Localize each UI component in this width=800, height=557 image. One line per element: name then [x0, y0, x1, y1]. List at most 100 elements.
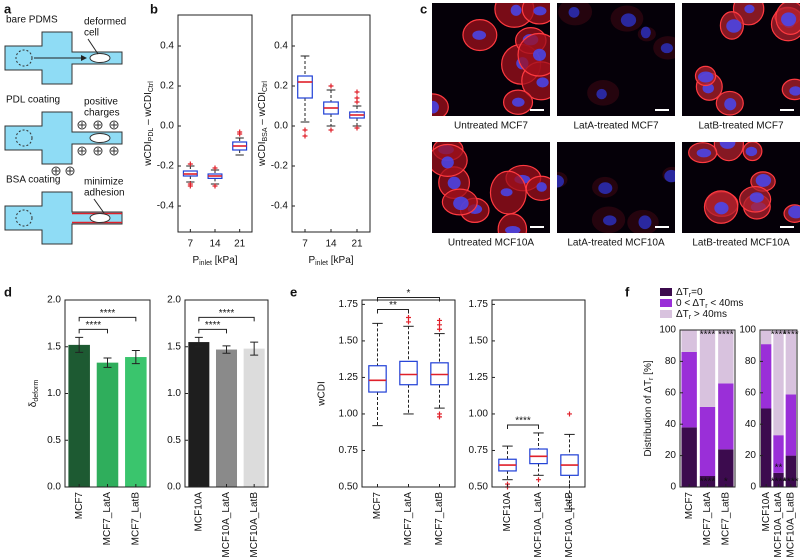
significance-label: ****: [86, 320, 102, 331]
x-tick-label: MCF10A: [502, 492, 513, 532]
bar: [125, 357, 147, 487]
x-tick-label: MCF7_LatB: [434, 492, 445, 546]
significance-label: ****: [718, 330, 734, 341]
legend-swatch: [660, 299, 672, 307]
outlier: [437, 414, 442, 420]
diagram-title: PDL coating: [6, 95, 60, 106]
nucleus: [620, 13, 637, 27]
error-bar: [103, 357, 112, 368]
micrograph: [557, 142, 675, 233]
y-tick-label: -0.2: [157, 161, 175, 172]
error-bar: [75, 336, 84, 353]
y-tick-label: 0.0: [274, 121, 288, 132]
label-part: =0: [691, 287, 703, 298]
nucleus: [533, 6, 547, 16]
y-axis-label: δdeform: [28, 380, 41, 408]
x-tick-label: MCF10A_LatA: [773, 492, 784, 557]
box: [399, 360, 418, 386]
plot-frame: [177, 14, 253, 233]
nucleus: [640, 26, 651, 39]
bar-segment: [773, 472, 784, 487]
y-tick-label: 60: [745, 387, 757, 398]
nucleus: [714, 201, 729, 215]
bar-segment: [681, 330, 697, 352]
diagram-title: BSA coating: [6, 175, 60, 186]
nucleus: [598, 182, 613, 195]
outlier: [406, 315, 411, 321]
legend-swatch: [660, 288, 672, 296]
label-part: r: [648, 377, 655, 380]
y-tick-label: 1.00: [339, 409, 359, 420]
outlier: [187, 183, 193, 189]
y-tick-label: 80: [745, 356, 757, 367]
outlier: [536, 477, 541, 483]
x-tick-label: MCF7_LatA: [702, 492, 713, 546]
outlier: [437, 322, 442, 328]
y-tick-label: 20: [745, 450, 757, 461]
micrograph-caption: LatB-treated MCF10A: [692, 238, 790, 249]
micrograph: [432, 142, 550, 233]
significance-bracket: [198, 328, 227, 334]
outlier: [187, 161, 193, 167]
micrograph-caption: LatA-treated MCF7: [573, 121, 658, 132]
x-axis-label: Pinlet [kPa]: [192, 255, 237, 268]
label-part: inlet: [199, 260, 212, 267]
y-tick-label: 0.2: [160, 81, 174, 92]
legend-swatch: [660, 310, 672, 318]
x-tick-label: MCF7: [684, 492, 695, 520]
label-part: 0 < ΔT: [676, 298, 705, 309]
bar-segment: [699, 476, 716, 487]
x-tick-label: MCF7: [372, 492, 383, 520]
x-tick-label: 21: [351, 239, 363, 250]
bar-segment: [699, 330, 716, 407]
significance-label: **: [389, 300, 397, 311]
x-tick-label: MCF10A: [761, 492, 772, 532]
y-tick-label: 1.0: [47, 388, 61, 399]
y-tick-label: -0.2: [271, 161, 289, 172]
y-tick-label: 100: [739, 325, 756, 336]
bar: [188, 342, 210, 487]
nucleus: [472, 30, 487, 40]
diagram-note: positive: [84, 97, 118, 108]
micrograph: [557, 3, 675, 116]
significance-bracket: [377, 297, 440, 302]
nucleus: [500, 188, 513, 197]
bar-segment: [718, 330, 734, 384]
channel-diagram: BSA coating minimize adhesion: [4, 175, 125, 245]
y-tick-label: 0.0: [47, 482, 61, 493]
micrograph-caption: Untreated MCF10A: [448, 238, 534, 249]
outlier: [354, 125, 360, 131]
nucleus: [726, 19, 742, 33]
x-tick-label: MCF7_LatA: [403, 492, 414, 546]
plot-frame: [291, 14, 371, 233]
label-part: r: [689, 292, 692, 299]
nucleus: [512, 97, 525, 107]
y-tick-label: 1.5: [47, 341, 61, 352]
nucleus: [536, 182, 547, 192]
significance-label: ****: [219, 308, 235, 319]
y-tick-label: 0.4: [274, 41, 288, 52]
label-part: P: [192, 255, 199, 266]
outlier: [212, 165, 218, 171]
nucleus: [781, 12, 797, 27]
outlier: [406, 319, 411, 325]
y-axis-label: Distribution of ΔTr [%]: [643, 360, 656, 457]
y-tick-label: 1.50: [339, 336, 359, 347]
diagram-note: deformed: [84, 17, 126, 28]
y-axis-label: wCDI: [317, 381, 328, 406]
diagram-title: bare PDMS: [6, 15, 58, 26]
bar-segment: [681, 351, 697, 428]
y-tick-label: 80: [665, 356, 677, 367]
significance-label: ****: [783, 477, 799, 488]
legend-label: ΔTr > 40ms: [676, 309, 727, 322]
x-tick-label: MCF10A_LatA: [533, 492, 544, 557]
significance-label: ****: [100, 308, 116, 319]
y-tick-label: 0.4: [160, 41, 174, 52]
significance-label: *: [407, 288, 411, 299]
outlier: [437, 317, 442, 323]
label-part: – wCDI: [143, 92, 154, 128]
y-tick-label: 40: [745, 419, 757, 430]
x-tick-label: 21: [234, 239, 246, 250]
nucleus: [664, 169, 675, 183]
nucleus: [447, 176, 461, 190]
